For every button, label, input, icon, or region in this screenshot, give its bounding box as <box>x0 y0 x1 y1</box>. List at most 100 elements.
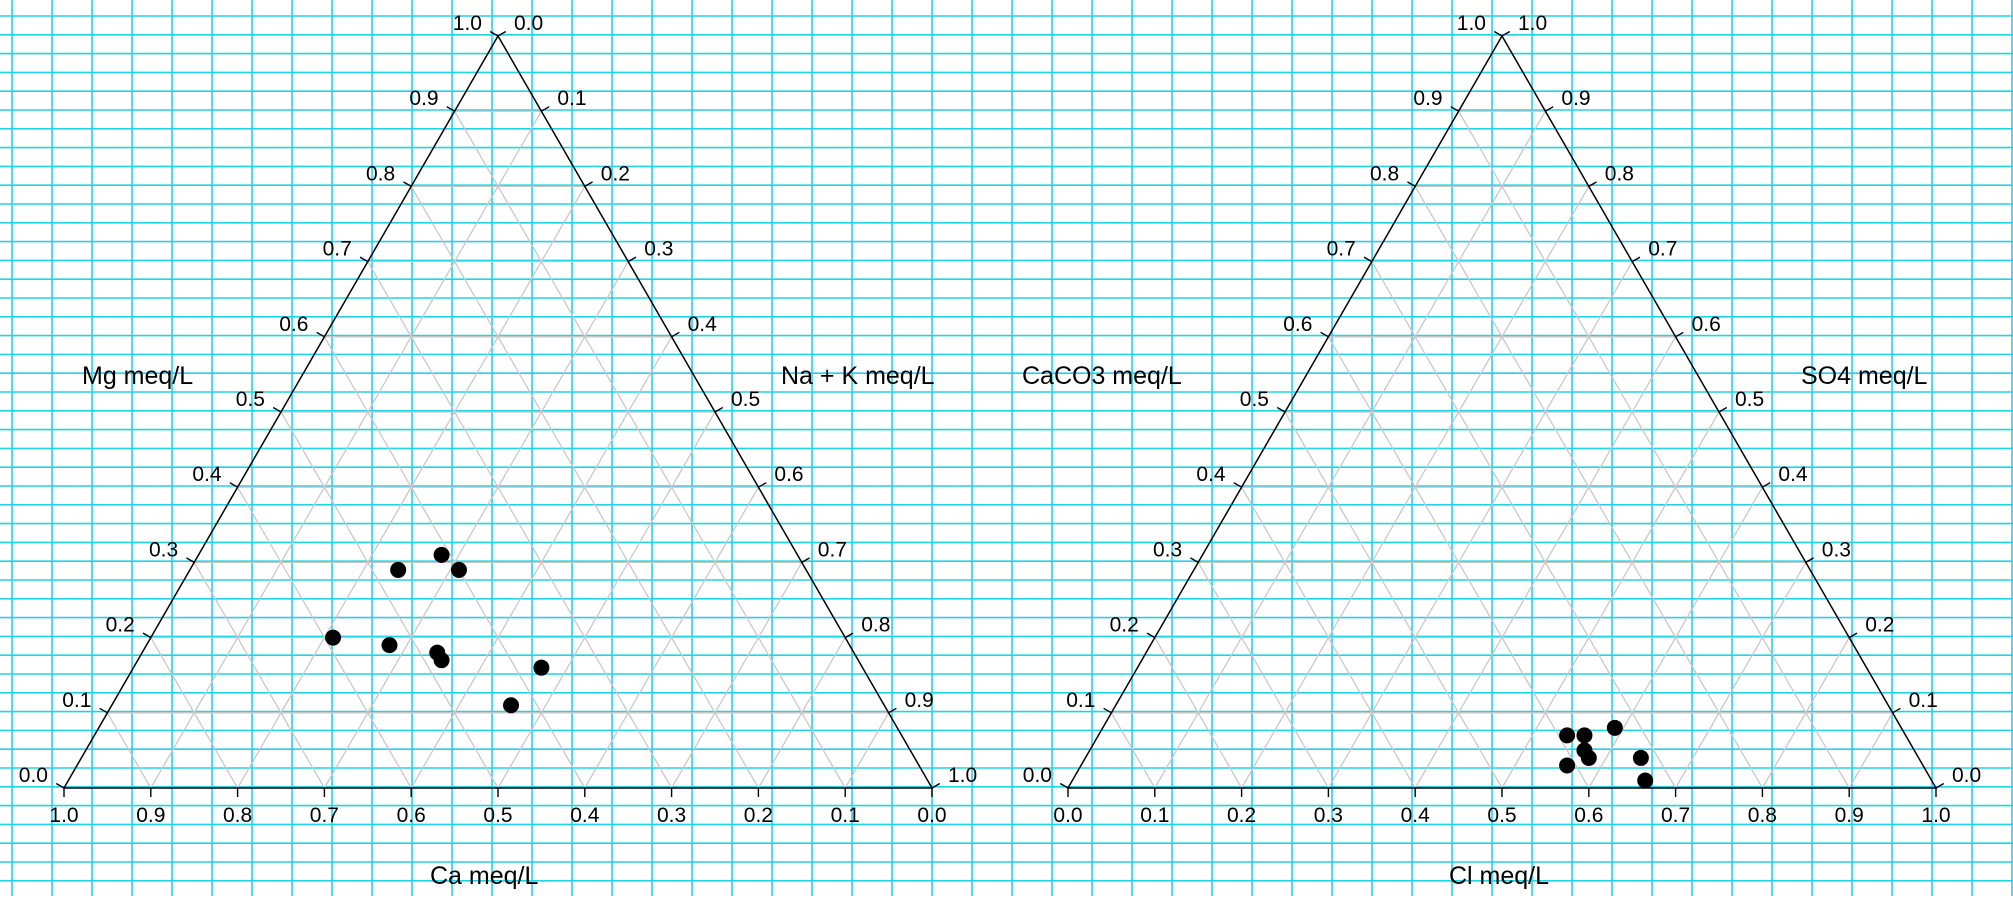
cation-bottom-tick-label: 1.0 <box>49 804 78 827</box>
cation-ternary-grid <box>106 110 890 789</box>
cation-tick-marks <box>55 30 941 797</box>
cation-bottom-tick-label: 0.6 <box>397 804 426 827</box>
cation-left-tick-label: 0.0 <box>19 764 48 787</box>
cation-right-tick-label: 0.7 <box>818 538 847 561</box>
cation-right-axis-label: Na + K meq/L <box>781 362 935 390</box>
cation-left-tick <box>55 782 65 789</box>
anion-ternary-grid <box>1110 110 1894 789</box>
cation-grid-line <box>106 712 152 789</box>
anion-right-tick <box>1892 707 1901 714</box>
anion-tick-labels: 0.01.00.00.10.90.10.20.80.20.30.70.30.40… <box>1023 12 1981 827</box>
cation-right-tick <box>497 30 507 37</box>
cation-right-tick-label: 0.1 <box>557 87 586 110</box>
cation-right-tick <box>758 482 767 488</box>
anion-right-tick <box>1675 331 1684 338</box>
cation-right-tick-label: 1.0 <box>948 764 977 787</box>
cation-tick-labels: 0.00.01.00.10.10.90.20.20.80.30.30.70.40… <box>19 12 977 827</box>
anion-right-tick-label: 0.6 <box>1692 313 1721 336</box>
anion-data-point <box>1559 757 1576 774</box>
anion-data-point <box>1559 727 1576 744</box>
anion-right-axis-label: SO4 meq/L <box>1801 362 1928 390</box>
anion-right-tick-label: 0.9 <box>1561 87 1590 110</box>
cation-right-tick <box>844 632 854 639</box>
cation-grid-line <box>367 261 673 789</box>
cation-data-point <box>381 637 398 654</box>
anion-right-tick <box>1588 181 1597 188</box>
cation-data-point <box>503 697 520 714</box>
cation-bottom-tick-label: 0.0 <box>917 804 946 827</box>
anion-right-tick-label: 0.3 <box>1822 538 1851 561</box>
anion-left-tick-label: 0.7 <box>1327 238 1356 261</box>
anion-right-tick-label: 0.7 <box>1648 238 1677 261</box>
cation-data-point <box>433 546 450 563</box>
cation-data-point <box>433 652 450 669</box>
anion-grid-line <box>1241 486 1416 789</box>
anion-left-tick <box>1059 782 1069 789</box>
cation-left-tick-label: 0.4 <box>192 463 222 486</box>
anion-bottom-tick-label: 0.8 <box>1748 804 1777 827</box>
cation-grid-line <box>844 712 890 789</box>
anion-left-tick-label: 0.1 <box>1066 689 1095 712</box>
anion-right-tick <box>1718 406 1728 413</box>
anion-left-tick <box>1233 482 1242 488</box>
cation-bottom-tick-label: 0.7 <box>310 804 339 827</box>
anion-right-tick-label: 0.4 <box>1778 463 1808 486</box>
anion-grid-line <box>1588 486 1763 789</box>
anion-data-point <box>1606 719 1623 736</box>
anion-data-points <box>1559 719 1654 789</box>
cation-left-tick <box>229 482 238 488</box>
anion-left-tick-label: 0.2 <box>1110 614 1139 637</box>
anion-grid-line <box>1154 637 1243 789</box>
cation-right-tick-label: 0.9 <box>905 689 934 712</box>
cation-right-tick-label: 0.3 <box>644 238 673 261</box>
cation-right-tick-label: 0.6 <box>774 463 803 486</box>
cation-right-tick <box>931 782 941 789</box>
cation-bottom-tick-label: 0.3 <box>657 804 686 827</box>
anion-bottom-tick-label: 0.1 <box>1140 804 1169 827</box>
cation-right-tick <box>541 106 550 112</box>
anion-data-point <box>1632 749 1649 766</box>
cation-bottom-tick-label: 0.4 <box>570 804 600 827</box>
anion-right-tick <box>1848 632 1858 639</box>
anion-data-point <box>1576 727 1593 744</box>
anion-bottom-axis-label: Cl meq/L <box>1449 862 1549 890</box>
anion-left-tick <box>1103 707 1112 714</box>
anion-right-tick-label: 1.0 <box>1518 12 1547 35</box>
cation-left-tick <box>403 181 412 188</box>
cation-grid-line <box>150 110 542 789</box>
cation-left-tick <box>99 707 108 714</box>
anion-left-tick-label: 0.9 <box>1413 87 1442 110</box>
anion-right-tick <box>1501 30 1511 37</box>
cation-grid-line <box>757 637 846 789</box>
cation-right-tick <box>584 181 593 188</box>
anion-bottom-tick-label: 0.9 <box>1835 804 1864 827</box>
cation-grid-line <box>323 261 629 789</box>
anion-right-tick <box>1935 782 1945 789</box>
anion-left-axis-label: CaCO3 meq/L <box>1022 362 1182 390</box>
anion-right-tick <box>1545 106 1554 112</box>
cation-right-tick-label: 0.2 <box>601 162 630 185</box>
anion-grid-line <box>1197 562 1329 789</box>
cation-grid-line <box>150 637 239 789</box>
cation-bottom-axis-label: Ca meq/L <box>430 862 538 890</box>
cation-ternary-plot: 0.00.01.00.10.10.90.20.20.80.30.30.70.40… <box>19 12 977 890</box>
cation-bottom-tick-label: 0.1 <box>831 804 860 827</box>
cation-right-tick <box>801 557 810 564</box>
anion-left-tick <box>1146 632 1156 639</box>
anion-left-tick-label: 1.0 <box>1457 12 1486 35</box>
anion-data-point <box>1580 749 1597 766</box>
cation-data-point <box>533 659 550 676</box>
anion-grid-line <box>1327 261 1633 789</box>
anion-right-tick <box>1631 256 1641 263</box>
cation-left-tick <box>316 331 325 338</box>
anion-right-tick <box>1805 557 1814 564</box>
anion-left-tick <box>1493 30 1503 37</box>
anion-grid-line <box>1458 110 1850 789</box>
cation-right-tick <box>671 331 680 338</box>
anion-left-tick-label: 0.6 <box>1283 313 1312 336</box>
anion-right-tick-label: 0.0 <box>1952 764 1981 787</box>
anion-grid-line <box>1371 261 1677 789</box>
cation-data-point <box>390 561 407 578</box>
anion-grid-line <box>1848 712 1894 789</box>
